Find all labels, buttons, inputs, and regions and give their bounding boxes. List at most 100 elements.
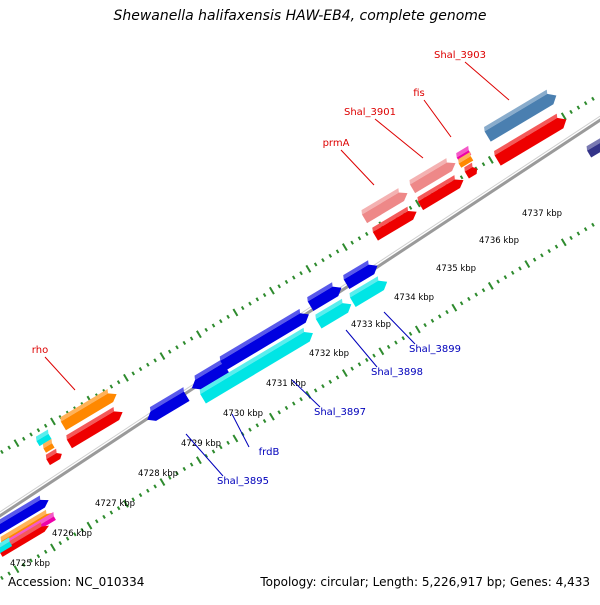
inner-tick [554, 244, 559, 249]
cds-feature [0, 495, 49, 536]
inner-tick [414, 325, 421, 334]
cds-feature [0, 537, 13, 555]
cds-feature [349, 276, 388, 309]
inner-tick [518, 266, 522, 271]
cds-top-face [45, 448, 57, 460]
kbp-label: 4726 kbp [52, 529, 92, 539]
cds-feature [458, 151, 474, 170]
cds-front-face [464, 167, 478, 179]
kbp-label: 4735 kbp [436, 264, 476, 274]
kbp-label: 4727 kbp [95, 499, 135, 509]
inner-tick [131, 497, 136, 502]
inner-tick [481, 288, 486, 293]
cds-top-face [0, 495, 41, 529]
inner-tick [284, 405, 289, 410]
outer-tick [123, 373, 129, 382]
cds-front-face [0, 541, 13, 555]
outer-tick [240, 306, 245, 311]
inner-tick [394, 340, 398, 345]
inner-tick [532, 257, 537, 262]
cds-top-face [42, 438, 53, 449]
cds-top-face [343, 260, 369, 280]
cds-front-face [60, 393, 117, 431]
inner-tick [547, 248, 551, 254]
inner-tick [292, 401, 296, 406]
kbp-label: 4733 kbp [351, 320, 391, 330]
inner-tick [524, 260, 531, 269]
outer-tick [131, 371, 136, 376]
outer-tick [262, 292, 267, 298]
inner-tick [560, 238, 567, 247]
cds-feature [361, 188, 408, 225]
inner-tick [248, 427, 252, 432]
gene-label-reverse: Shal_3897 [314, 407, 366, 418]
inner-tick [146, 488, 150, 493]
inner-tick [401, 336, 406, 341]
cds-top-face [586, 138, 600, 151]
inner-tick [262, 418, 267, 424]
inner-tick [350, 366, 354, 371]
cds-top-face [417, 175, 455, 202]
inner-tick [510, 270, 515, 275]
cds-front-face [361, 192, 408, 224]
gene-leader-line [345, 329, 378, 368]
cds-feature [199, 327, 313, 405]
inner-tick [474, 292, 478, 297]
cds-top-face [307, 282, 333, 302]
inner-tick [29, 558, 33, 563]
outer-tick [248, 301, 252, 306]
inner-tick [211, 449, 216, 454]
cds-top-face [60, 389, 109, 422]
outer-tick [560, 112, 567, 121]
cds-top-face [315, 298, 343, 320]
accession-label: Accession: NC_010334 [8, 575, 145, 589]
outer-tick [153, 358, 157, 363]
outer-tick [211, 323, 216, 328]
cds-front-face [147, 391, 190, 421]
cds-front-face [458, 156, 474, 168]
cds-feature [409, 158, 456, 195]
inner-tick [268, 412, 275, 421]
gene-label-reverse: frdB [259, 447, 280, 458]
inner-tick [335, 375, 340, 380]
outer-tick [408, 205, 413, 210]
inner-tick [321, 384, 325, 389]
cds-top-face [0, 537, 10, 550]
inner-tick [58, 540, 63, 546]
outer-tick [196, 330, 202, 339]
cds-feature [147, 387, 191, 421]
outer-tick [43, 423, 48, 428]
cds-front-face [307, 286, 342, 311]
gene-features [0, 89, 600, 559]
inner-tick [232, 434, 239, 443]
inner-tick [341, 369, 348, 378]
cds-front-face [0, 525, 50, 557]
outer-tick [146, 362, 150, 367]
outer-tick [299, 271, 303, 276]
outer-tick [321, 258, 325, 263]
inner-tick [13, 565, 20, 574]
outer-tick [138, 367, 143, 372]
outer-tick [109, 384, 114, 389]
inner-tick [408, 331, 413, 336]
outer-tick [175, 345, 179, 350]
map-title: Shewanella halifaxensis HAW-EB4, complet… [113, 8, 487, 24]
cds-feature [343, 260, 378, 291]
outer-tick [255, 297, 260, 302]
inner-tick [487, 281, 494, 290]
kbp-labels: 4725 kbp 4726 kbp 4727 kbp 4728 kbp 4729 kbp… [10, 209, 562, 569]
outer-tick [414, 199, 421, 208]
inner-tick [86, 521, 93, 530]
inner-tick [167, 475, 172, 480]
cds-feature [42, 438, 55, 454]
cds-front-face [220, 313, 309, 371]
gene-label-forward: rho [32, 345, 48, 356]
gene-label-forward: Shal_3901 [344, 107, 396, 118]
gene-leader-line [374, 118, 424, 159]
cds-front-face [417, 179, 464, 211]
cds-top-face [194, 358, 224, 380]
inner-tick [437, 314, 442, 319]
cds-front-face [43, 443, 55, 453]
inner-tick [372, 353, 376, 358]
